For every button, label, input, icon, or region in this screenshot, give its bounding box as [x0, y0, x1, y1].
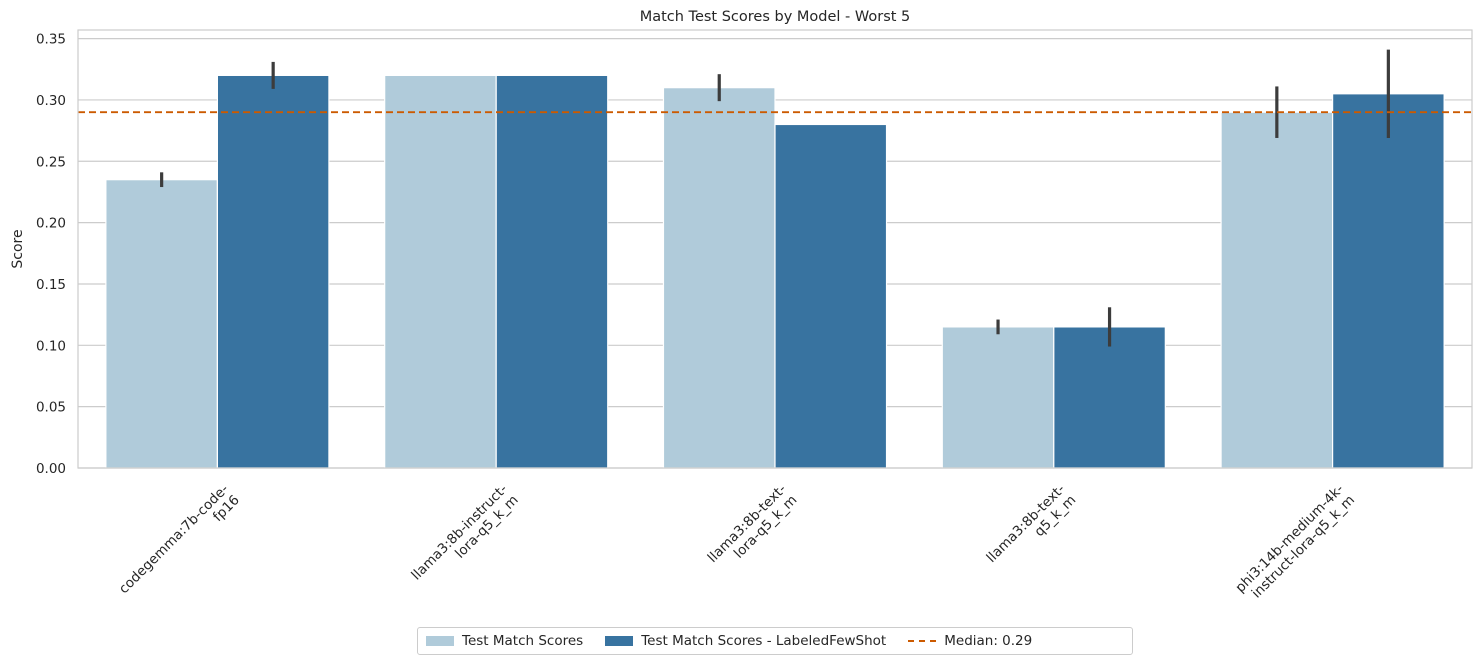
y-tick-label: 0.20	[36, 216, 66, 232]
x-tick-label: llama3:8b-text-lora-q5_k_m	[705, 481, 801, 577]
y-axis-label: Score	[10, 229, 26, 268]
y-tick-label: 0.05	[36, 400, 66, 416]
legend-swatch-test-match	[426, 636, 454, 646]
bar	[216, 74, 330, 469]
bars	[105, 74, 1445, 469]
bar	[662, 87, 776, 469]
y-tick-label: 0.30	[36, 93, 66, 109]
legend-label-labeled-few-shot: Test Match Scores - LabeledFewShot	[641, 633, 887, 649]
bar	[774, 123, 888, 469]
y-tick-label: 0.15	[36, 277, 66, 293]
y-tick-label: 0.00	[36, 461, 66, 477]
legend-median-line	[908, 640, 937, 642]
bar	[941, 326, 1055, 469]
x-tick-label: llama3:8b-text-q5_k_m	[983, 481, 1079, 577]
legend-swatch-labeled-few-shot	[605, 636, 634, 646]
bar	[1053, 326, 1166, 469]
legend-item-median: Median: 0.29	[908, 633, 1032, 649]
bar	[105, 179, 218, 469]
legend-item-test-match: Test Match Scores	[426, 633, 583, 649]
legend: Test Match Scores Test Match Scores - La…	[417, 627, 1133, 655]
x-tick-label: phi3:14b-medium-4k-instruct-lora-q5_k_m	[1232, 481, 1358, 607]
legend-label-test-match: Test Match Scores	[462, 633, 584, 649]
bar	[1331, 93, 1445, 469]
x-tick-label: llama3:8b-instruct-lora-q5_k_m	[408, 481, 521, 594]
y-tick-label: 0.10	[36, 338, 66, 354]
chart-title: Match Test Scores by Model - Worst 5	[640, 9, 911, 25]
x-tick-label: codegemma:7b-code-fp16	[116, 481, 243, 608]
bar	[495, 74, 609, 469]
plot-frame	[77, 29, 1473, 469]
y-tick-label: 0.25	[36, 154, 66, 170]
legend-item-labeled-few-shot: Test Match Scores - LabeledFewShot	[605, 633, 886, 649]
x-tick-labels: codegemma:7b-code-fp16 llama3:8b-instruct…	[116, 481, 1358, 608]
y-tick-labels: 0.00 0.05 0.10 0.15 0.20 0.25 0.30 0.35	[36, 32, 66, 477]
y-tick-label: 0.35	[36, 32, 66, 48]
error-bars	[160, 49, 1390, 347]
bar	[384, 74, 497, 469]
legend-label-median: Median: 0.29	[944, 633, 1033, 649]
bar	[1220, 111, 1334, 469]
